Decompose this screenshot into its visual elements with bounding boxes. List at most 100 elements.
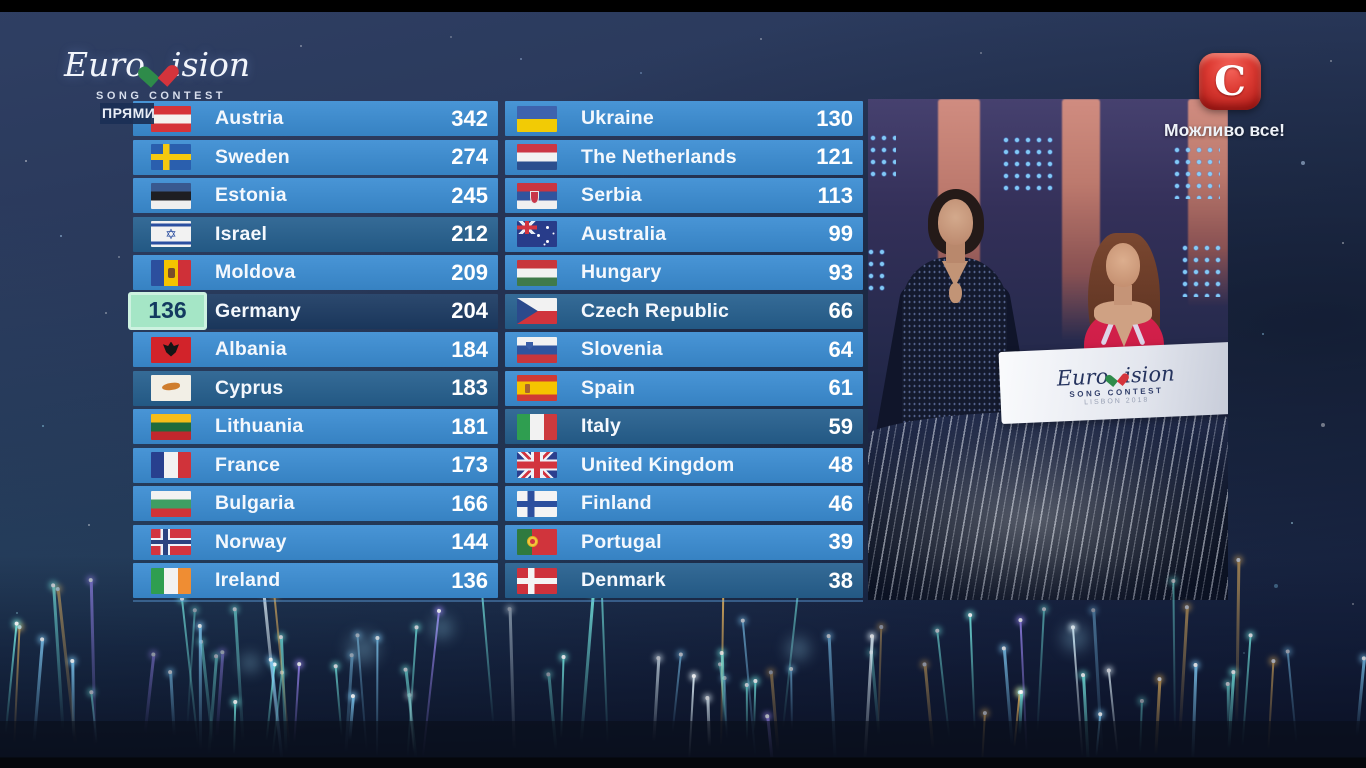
spain-flag-icon — [517, 375, 557, 401]
ireland-flag-icon — [151, 567, 191, 594]
score-row-the-netherlands: The Netherlands 121 — [505, 139, 863, 175]
country-name: Hungary — [581, 261, 662, 283]
portugal-flag-icon — [517, 529, 557, 555]
led-panel — [1182, 245, 1224, 297]
country-score: 181 — [451, 413, 488, 439]
bokeh-glow — [780, 631, 816, 667]
light-stalk — [1036, 607, 1047, 740]
score-row-ukraine: Ukraine 130 — [505, 101, 863, 136]
eurovision-logo: Euro ision — [64, 48, 250, 88]
czech-republic-flag-icon — [517, 298, 557, 324]
player-control-bar: LIVE — [0, 721, 1366, 758]
light-stalk — [186, 608, 197, 732]
country-name: Albania — [215, 338, 287, 360]
heart-icon — [135, 56, 182, 88]
serbia-flag-icon — [517, 182, 557, 209]
score-row-bulgaria: Bulgaria 166 — [133, 486, 498, 521]
bokeh-glow — [425, 611, 459, 645]
score-row-albania: Albania 184 — [133, 332, 498, 367]
score-row-moldova: Moldova 209 — [133, 255, 498, 290]
country-name: Denmark — [581, 569, 666, 591]
country-score: 130 — [816, 105, 853, 131]
score-row-slovenia: Slovenia 64 — [505, 332, 863, 367]
score-row-sweden: Sweden 274 — [133, 139, 498, 175]
score-row-france: France 173 — [133, 447, 498, 483]
country-score: 113 — [817, 182, 854, 208]
channel-tagline: Можливо все! — [1164, 120, 1286, 140]
country-name: The Netherlands — [581, 145, 737, 168]
podium-lisbon-label: LISBON 2018 — [1084, 396, 1150, 407]
country-score: 173 — [451, 452, 488, 477]
country-score: 38 — [828, 567, 853, 593]
slovenia-flag-icon — [517, 336, 557, 363]
austria-flag-icon — [151, 105, 191, 132]
country-name: Lithuania — [215, 415, 304, 437]
country-score: 209 — [451, 259, 488, 285]
country-score: 66 — [828, 298, 853, 323]
score-row-germany: 136 Germany 204 — [128, 291, 498, 330]
country-name: Bulgaria — [215, 492, 295, 514]
country-score: 274 — [451, 144, 488, 169]
podium-eurovision-logo: Euro ision — [1056, 361, 1176, 391]
country-name: Italy — [581, 415, 622, 437]
country-name: United Kingdom — [581, 453, 735, 476]
bokeh-glow — [235, 648, 265, 678]
live-broadcast-caption: ПРЯМИЙ ЕФІР — [100, 103, 154, 124]
country-name: France — [215, 453, 281, 476]
score-row-hungary: Hungary 93 — [505, 255, 863, 290]
score-row-italy: Italy 59 — [505, 409, 863, 444]
country-score: 183 — [451, 375, 488, 400]
bokeh-glow — [1055, 618, 1095, 658]
led-panel — [1174, 147, 1220, 199]
score-row-estonia: Estonia 245 — [133, 178, 498, 213]
score-row-australia: Australia 99 — [505, 216, 863, 252]
country-name: Czech Republic — [581, 299, 729, 322]
country-name: Moldova — [215, 261, 296, 283]
norway-flag-icon — [151, 529, 191, 555]
light-stalk — [719, 650, 726, 732]
hungary-flag-icon — [517, 259, 557, 286]
sweden-flag-icon — [151, 144, 191, 170]
country-score: 99 — [828, 221, 853, 246]
cyprus-flag-icon — [151, 375, 191, 401]
light-stalk — [1171, 578, 1177, 738]
italy-flag-icon — [517, 413, 557, 440]
score-row-united-kingdom: United Kingdom 48 — [505, 447, 863, 483]
light-stalk — [51, 583, 65, 739]
scoreboard-bottom-edge — [133, 599, 863, 602]
country-score: 93 — [828, 259, 853, 285]
letterbox-bar-bottom — [0, 757, 1366, 768]
light-stalk — [1235, 557, 1241, 733]
video-surface[interactable]: Euro ision SONG CONTEST LISBON 2018 — [868, 99, 1228, 600]
led-panel — [1003, 137, 1058, 197]
televote-points-badge: 136 — [128, 291, 207, 330]
score-row-austria: Austria 342 — [133, 101, 498, 136]
country-name: Cyprus — [215, 376, 284, 399]
country-name: Slovenia — [581, 338, 663, 360]
country-name: Israel — [215, 222, 268, 245]
podium-base — [868, 407, 1228, 600]
country-name: Sweden — [215, 145, 290, 168]
albania-flag-icon — [151, 336, 191, 363]
country-score: 46 — [828, 490, 853, 516]
country-score: 144 — [451, 529, 488, 554]
country-name: Norway — [215, 530, 287, 553]
score-row-israel: Israel 212 — [133, 216, 498, 252]
the-netherlands-flag-icon — [517, 144, 557, 170]
country-name: Australia — [581, 222, 667, 245]
country-name: Portugal — [581, 530, 662, 553]
score-row-lithuania: Lithuania 181 — [133, 409, 498, 444]
score-row-portugal: Portugal 39 — [505, 524, 863, 560]
scoreboard-column-left: Austria 342 Sweden 274 Estonia 245 Israel 212 Mo… — [128, 101, 498, 598]
country-name: Ukraine — [581, 107, 654, 129]
bokeh-glow — [340, 626, 386, 672]
country-score: 61 — [828, 375, 853, 400]
united-kingdom-flag-icon — [517, 452, 557, 478]
score-row-czech-republic: Czech Republic 66 — [505, 293, 863, 329]
country-score: 136 — [451, 567, 488, 593]
score-row-norway: Norway 144 — [133, 524, 498, 560]
estonia-flag-icon — [151, 182, 191, 209]
country-score: 342 — [451, 105, 488, 131]
finland-flag-icon — [517, 490, 557, 517]
